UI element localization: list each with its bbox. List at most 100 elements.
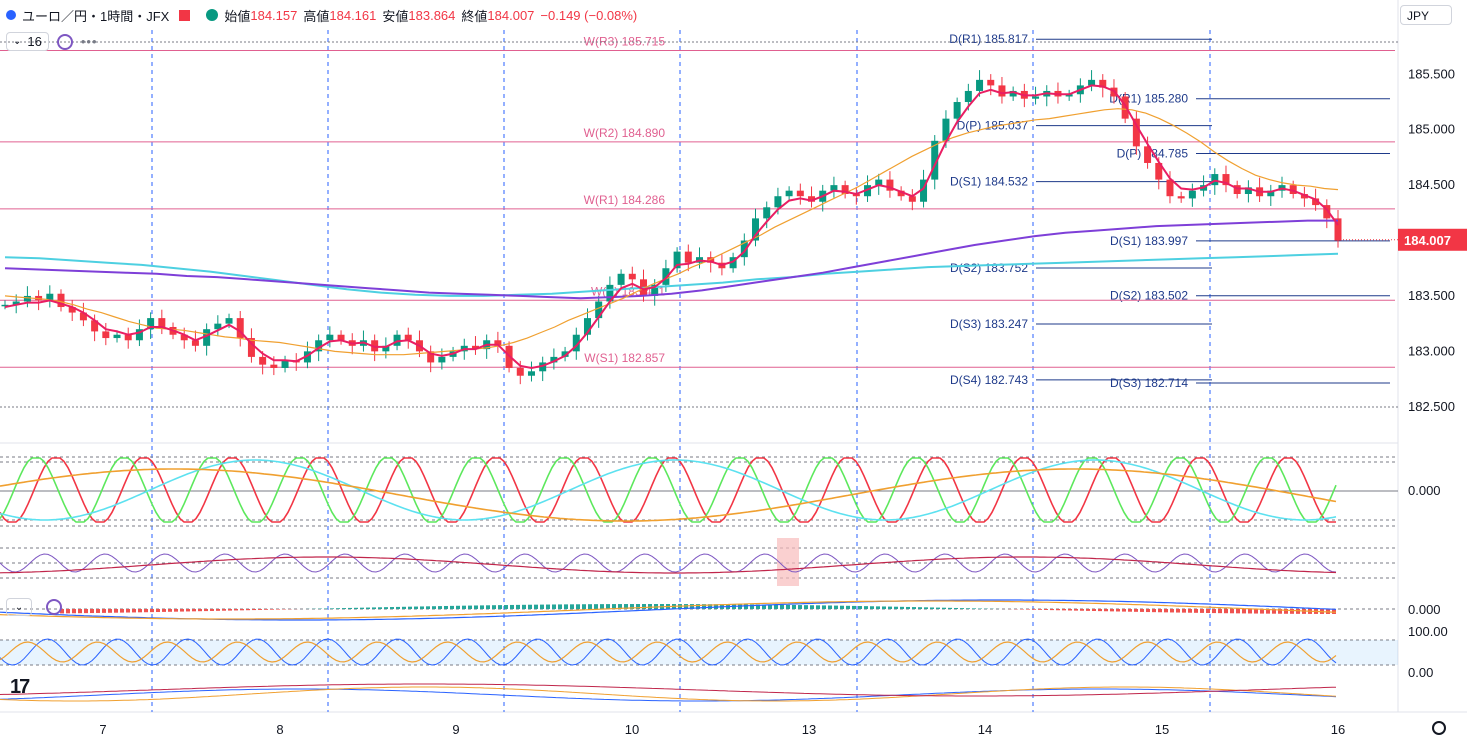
macd-histogram-bar <box>1182 609 1186 613</box>
candle-body <box>953 102 961 119</box>
adx-line <box>0 683 1337 697</box>
candle-body <box>617 273 625 285</box>
candle-body <box>147 318 155 330</box>
macd-histogram-bar <box>1296 609 1300 614</box>
macd-histogram-bar <box>204 609 208 612</box>
macd-histogram-bar <box>1188 609 1192 613</box>
macd-histogram-bar <box>576 604 580 609</box>
macd-histogram-bar <box>234 609 238 611</box>
indicator-toolbar: ⌄ 16 ••• <box>6 32 98 51</box>
macd-histogram-bar <box>114 609 118 613</box>
daily-pivot-label: D(S3) 182.714 <box>1110 376 1188 390</box>
settings-icon[interactable] <box>1432 721 1446 735</box>
macd-histogram-bar <box>588 604 592 609</box>
macd-histogram-bar <box>798 605 802 609</box>
macd-histogram-bar <box>558 604 562 609</box>
candle-body <box>393 334 401 346</box>
indicator-toggle-button[interactable]: ⌄ 16 <box>6 32 49 51</box>
candle-body <box>259 356 267 365</box>
macd-histogram-bar <box>1260 609 1264 614</box>
high-value: 184.161 <box>329 7 377 23</box>
candle-body <box>281 360 289 368</box>
currency-selector[interactable]: JPY <box>1400 5 1452 25</box>
weekly-pivot-label: W(R2) 184.890 <box>584 126 666 140</box>
rci-slow-line <box>0 556 1337 574</box>
macd-signal-line <box>0 600 1337 620</box>
macd-histogram-bar <box>222 609 226 611</box>
macd-histogram-bar <box>624 604 628 609</box>
daily-pivot-label: D(S3) 183.247 <box>950 317 1028 331</box>
collapse-pane-button[interactable]: ⌄ <box>6 598 32 616</box>
candle-body <box>135 329 143 341</box>
candle-body <box>561 351 569 357</box>
candle-body <box>124 334 132 341</box>
candle-body <box>684 251 692 263</box>
candle-body <box>964 90 972 103</box>
tradingview-logo[interactable]: 17 <box>10 676 30 698</box>
macd-histogram-bar <box>1092 609 1096 612</box>
daily-pivot-label: D(R1) 185.280 <box>1109 92 1188 106</box>
candle-body <box>1300 194 1308 199</box>
macd-histogram-bar <box>1230 609 1234 614</box>
macd-histogram-bar <box>360 607 364 609</box>
macd-histogram-bar <box>492 605 496 609</box>
candle-body <box>987 79 995 86</box>
candle-body <box>808 196 816 202</box>
candle-body <box>976 79 984 91</box>
candle-body <box>1166 179 1174 197</box>
macd-histogram-bar <box>1266 609 1270 614</box>
macd-histogram-bar <box>174 609 178 612</box>
candle-body <box>102 331 110 339</box>
macd-histogram-bar <box>330 608 334 609</box>
more-button[interactable]: ••• <box>80 34 98 49</box>
candle-body <box>247 338 255 357</box>
macd-histogram-bar <box>84 609 88 614</box>
macd-histogram-bar <box>1050 609 1054 611</box>
macd-histogram-bar <box>1194 609 1198 613</box>
macd-histogram-bar <box>1038 609 1042 610</box>
pane-sync-icon[interactable] <box>46 599 62 615</box>
macd-histogram-bar <box>570 604 574 609</box>
candle-body <box>236 318 244 339</box>
macd-histogram-bar <box>414 606 418 609</box>
macd-histogram-bar <box>1152 609 1156 613</box>
macd-histogram-bar <box>1104 609 1108 612</box>
macd-histogram-bar <box>72 609 76 614</box>
candle-body <box>1289 185 1297 194</box>
candle-body <box>707 257 715 263</box>
macd-histogram-bar <box>510 604 514 609</box>
macd-histogram-bar <box>600 604 604 609</box>
macd-histogram-bar <box>258 609 262 610</box>
macd-histogram-bar <box>972 608 976 609</box>
sync-icon[interactable] <box>56 33 73 50</box>
macd-histogram-bar <box>66 609 70 614</box>
candle-body <box>908 196 916 202</box>
candle-body <box>1099 79 1107 88</box>
candle-body <box>12 301 20 305</box>
candle-body <box>471 345 479 350</box>
daily-pivot-label: D(S1) 184.532 <box>950 175 1028 189</box>
candle-body <box>886 179 894 191</box>
price-tick-label: 185.000 <box>1408 122 1455 137</box>
candle-body <box>270 364 278 368</box>
macd-histogram-bar <box>900 606 904 609</box>
macd-histogram-bar <box>822 605 826 609</box>
stoch-tick-label: 0.000 <box>1408 483 1441 498</box>
symbol-title[interactable]: ユーロ／円・1時間・JFX <box>22 8 170 24</box>
candle-body <box>662 268 670 285</box>
flag-icon[interactable] <box>179 9 191 21</box>
macd-histogram-bar <box>168 609 172 612</box>
daily-pivot-label: D(P) 185.037 <box>957 119 1029 133</box>
macd-histogram-bar <box>396 606 400 609</box>
candle-body <box>57 293 65 308</box>
macd-histogram-bar <box>390 607 394 609</box>
candle-body <box>852 194 860 197</box>
macd-histogram-bar <box>606 604 610 609</box>
macd-histogram-bar <box>912 607 916 609</box>
macd-histogram-bar <box>378 607 382 609</box>
candle-body <box>225 318 233 324</box>
candle-body <box>382 345 390 352</box>
macd-histogram-bar <box>936 607 940 609</box>
candle-body <box>1222 174 1230 186</box>
